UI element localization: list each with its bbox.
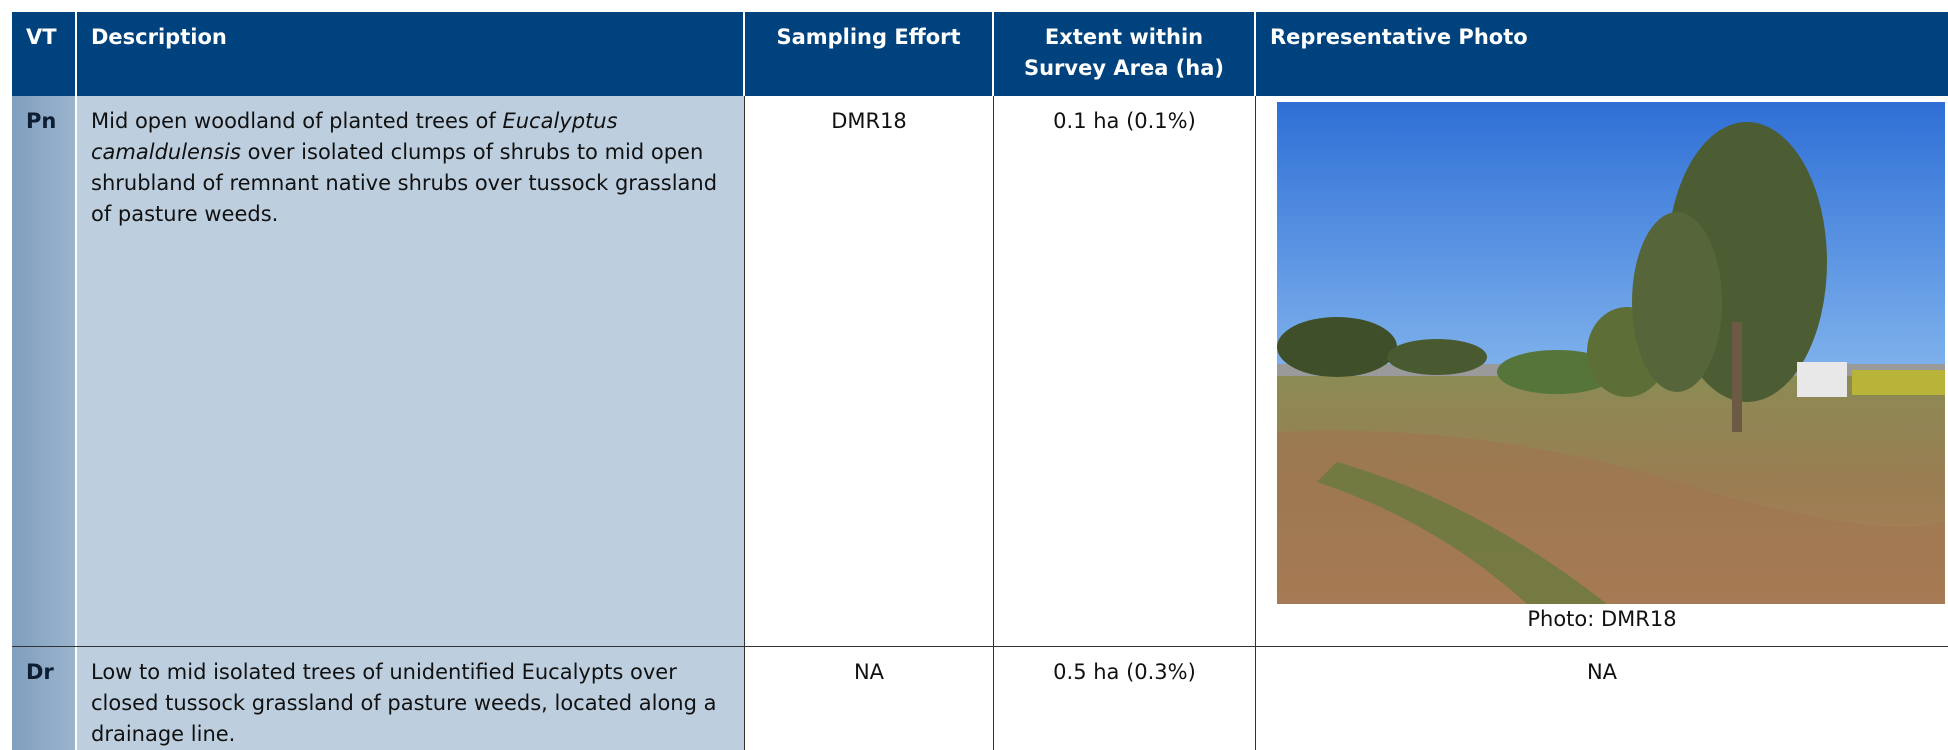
header-cell: Description bbox=[77, 12, 745, 96]
sampling-cell: DMR18 bbox=[745, 96, 994, 646]
photo-cell: NA bbox=[1256, 647, 1948, 750]
header-cell: Representative Photo bbox=[1256, 12, 1948, 96]
description-cell: Low to mid isolated trees of unidentifie… bbox=[77, 647, 745, 750]
vt-cell: Pn bbox=[12, 96, 77, 646]
extent-cell: 0.1 ha (0.1%) bbox=[994, 96, 1256, 646]
vt-cell: Dr bbox=[12, 647, 77, 750]
photo bbox=[1277, 102, 1945, 604]
sampling-cell: NA bbox=[745, 647, 994, 750]
photo-caption: Photo: DMR18 bbox=[1256, 604, 1948, 635]
photo-cell: Photo: DMR18 bbox=[1256, 96, 1948, 646]
header-cell: VT bbox=[12, 12, 77, 96]
header-cell: Sampling Effort bbox=[745, 12, 994, 96]
extent-cell: 0.5 ha (0.3%) bbox=[994, 647, 1256, 750]
description-text: Mid open woodland of planted trees of bbox=[91, 109, 502, 133]
page: {"table": { "headers": ["VT", "Descripti… bbox=[0, 0, 1948, 750]
header-cell: Extent within Survey Area (ha) bbox=[994, 12, 1256, 96]
description-cell: Mid open woodland of planted trees of Eu… bbox=[77, 96, 745, 646]
description-text: Low to mid isolated trees of unidentifie… bbox=[91, 660, 716, 746]
